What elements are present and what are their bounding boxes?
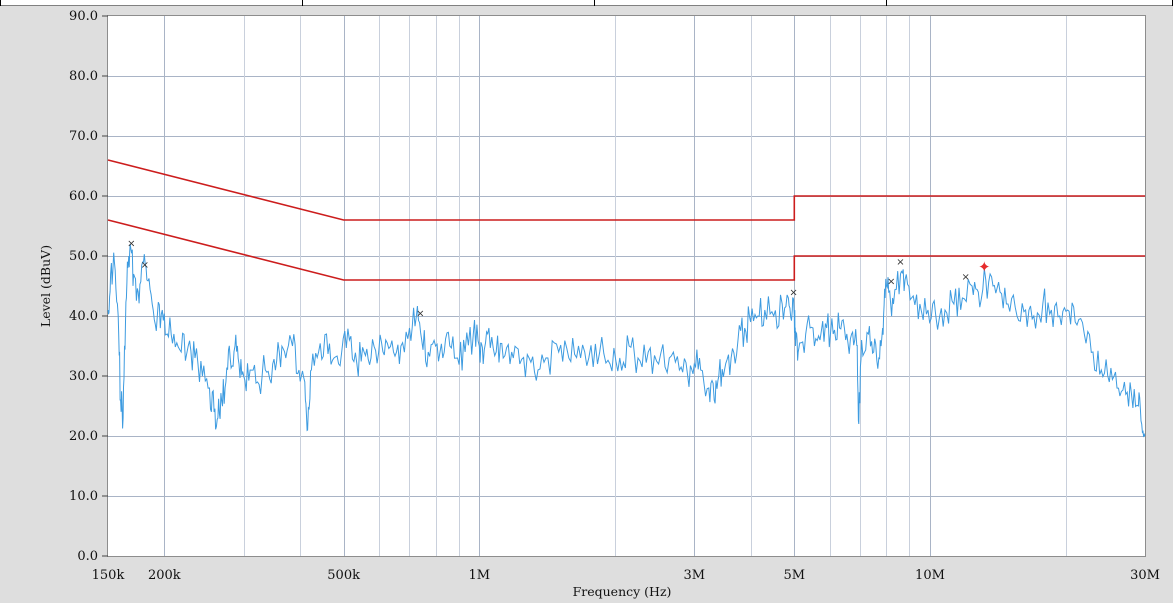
peak-markers: ×××××××✦ bbox=[127, 238, 990, 319]
x-axis: 150k 200k 500k 1M 3M 5M 10M 30M bbox=[92, 568, 1160, 583]
y-tick-label: 70.0 bbox=[69, 129, 98, 144]
y-tick-label: 90.0 bbox=[69, 9, 98, 24]
peak-marker: × bbox=[416, 309, 424, 320]
peak-marker: × bbox=[141, 260, 149, 271]
emission-trace bbox=[107, 243, 1146, 438]
y-axis: 0.0 10.0 20.0 30.0 40.0 50.0 60.0 70.0 80.0 90.0 bbox=[69, 9, 108, 564]
limit-line bbox=[107, 219, 1145, 281]
limit-lines bbox=[107, 159, 1145, 281]
x-tick-label: 150k bbox=[92, 568, 125, 583]
plot-area bbox=[107, 15, 1146, 557]
x-tick-label: 500k bbox=[327, 568, 360, 583]
y-tick-label: 50.0 bbox=[69, 249, 98, 264]
y-axis-title: Level (dBuV) bbox=[38, 245, 53, 327]
y-tick-label: 60.0 bbox=[69, 189, 98, 204]
x-axis-title: Frequency (Hz) bbox=[573, 584, 672, 599]
emission-trace-line bbox=[107, 243, 1146, 438]
peak-marker: × bbox=[127, 238, 135, 249]
x-tick-label: 1M bbox=[469, 568, 491, 583]
limit-line bbox=[107, 159, 1145, 221]
y-tick-label: 30.0 bbox=[69, 369, 98, 384]
x-tick-label: 3M bbox=[684, 568, 706, 583]
y-tick-label: 40.0 bbox=[69, 309, 98, 324]
peak-marker: × bbox=[789, 288, 797, 299]
x-tick-label: 200k bbox=[148, 568, 181, 583]
x-tick-label: 10M bbox=[915, 568, 945, 583]
y-tick-label: 0.0 bbox=[77, 549, 98, 564]
peak-marker: × bbox=[887, 277, 895, 288]
y-tick-label: 10.0 bbox=[69, 489, 98, 504]
peak-marker: × bbox=[896, 257, 904, 268]
grid bbox=[108, 16, 1145, 556]
y-tick-label: 80.0 bbox=[69, 69, 98, 84]
x-tick-label: 30M bbox=[1130, 568, 1160, 583]
max-peak-marker: ✦ bbox=[978, 258, 991, 276]
peak-marker: × bbox=[961, 272, 969, 283]
top-table-strip bbox=[0, 0, 1173, 7]
x-tick-label: 5M bbox=[784, 568, 806, 583]
y-tick-label: 20.0 bbox=[69, 429, 98, 444]
